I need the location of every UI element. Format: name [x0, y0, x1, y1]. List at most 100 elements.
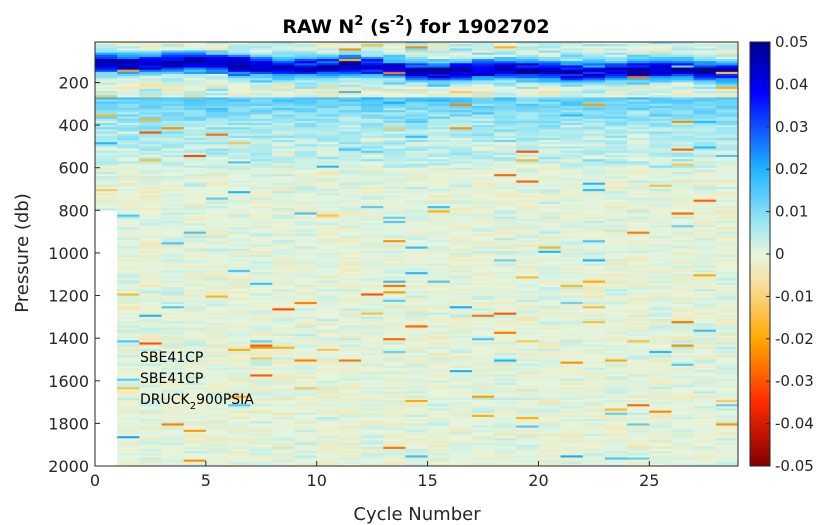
heat-cell: [183, 110, 207, 113]
heat-cell: [516, 263, 539, 267]
heat-cell: [494, 255, 517, 258]
heat-cell: [538, 99, 562, 103]
heat-cell: [471, 112, 495, 115]
heat-cell: [604, 255, 628, 258]
heat-cell: [582, 451, 606, 454]
heat-cell: [582, 370, 606, 373]
heat-cell: [516, 438, 539, 441]
heat-cell: [538, 195, 562, 198]
heat-cell: [471, 267, 495, 271]
heat-cell: [117, 442, 140, 446]
heat-cell: [604, 99, 628, 103]
heat-cell: [405, 157, 428, 160]
heat-cell: [250, 304, 273, 307]
heat-cell: [383, 329, 406, 333]
heat-cell: [494, 374, 517, 377]
heat-cell: [383, 201, 406, 205]
heat-cell: [139, 73, 162, 77]
heat-cell: [139, 91, 162, 94]
heat-cell: [117, 122, 140, 126]
heat-cell: [272, 457, 295, 461]
heat-cell: [471, 235, 495, 239]
heat-cell: [405, 233, 428, 237]
heat-cell: [560, 71, 584, 75]
heat-cell: [427, 359, 451, 362]
heat-cell: [516, 310, 539, 313]
heat-cell: [516, 323, 539, 326]
heat-cell: [272, 438, 295, 441]
heat-cell: [139, 259, 162, 262]
heat-cell: [294, 444, 318, 448]
heat-cell: [383, 423, 406, 426]
heat-cell: [294, 446, 318, 450]
heat-cell: [649, 95, 672, 98]
heat-cell: [516, 137, 539, 141]
heat-cell: [316, 340, 340, 343]
heat-cell: [427, 336, 451, 339]
heat-cell: [494, 263, 517, 267]
heat-cell: [383, 463, 406, 467]
heat-cell: [316, 314, 340, 318]
heat-cell: [516, 125, 539, 128]
heat-cell: [383, 374, 406, 377]
heat-cell: [471, 461, 495, 465]
heat-cell: [338, 116, 362, 120]
heat-cell: [449, 250, 473, 254]
heat-cell: [649, 218, 672, 222]
heat-cell: [582, 393, 606, 397]
heat-cell: [272, 191, 295, 194]
heat-cell: [205, 419, 229, 422]
heat-cell: [427, 340, 451, 343]
heat-cell: [582, 61, 606, 64]
heat-cell: [383, 101, 406, 105]
heat-cell: [338, 329, 362, 333]
heat-cell: [117, 97, 140, 100]
heat-cell: [427, 167, 451, 171]
heat-cell: [560, 412, 584, 416]
heat-cell: [338, 252, 362, 256]
heat-cell: [427, 201, 451, 205]
heat-cell: [649, 129, 672, 132]
heat-cell: [471, 131, 495, 135]
heat-cell: [427, 265, 451, 269]
heat-cell: [205, 116, 229, 120]
heat-cell: [139, 257, 162, 260]
heat-cell: [627, 110, 650, 113]
heat-cell: [427, 378, 451, 382]
heat-cell: [494, 265, 517, 269]
heat-cell: [383, 289, 406, 292]
heat-cell: [471, 184, 495, 188]
heat-cell: [183, 199, 207, 203]
heat-cell: [316, 263, 340, 267]
heat-cell: [582, 88, 606, 92]
heat-cell: [582, 376, 606, 380]
heat-cell: [361, 71, 384, 75]
heat-cell: [604, 182, 628, 186]
heat-cell: [582, 76, 606, 79]
heat-cell: [383, 65, 406, 68]
heat-cell: [627, 365, 650, 369]
heat-cell: [316, 59, 340, 62]
heat-cell: [316, 125, 340, 128]
heat-cell: [250, 169, 273, 173]
heat-cell: [649, 229, 672, 233]
heat-cell: [516, 434, 539, 437]
heat-cell: [338, 444, 362, 448]
heat-cell: [383, 63, 406, 66]
heat-cell: [649, 199, 672, 203]
heat-cell: [338, 423, 362, 426]
heat-cell: [228, 387, 251, 390]
heat-cell: [272, 225, 295, 228]
heat-cell: [183, 410, 207, 414]
heat-cell: [228, 69, 251, 73]
heat-cell: [294, 176, 318, 179]
heat-cell: [604, 340, 628, 343]
heat-cell: [272, 91, 295, 94]
heat-cell: [538, 316, 562, 320]
heat-cell: [405, 321, 428, 324]
heat-cell: [272, 165, 295, 169]
heat-cell: [316, 410, 340, 414]
heat-cell: [560, 293, 584, 296]
heat-cell: [582, 152, 606, 156]
heat-cell: [582, 240, 606, 243]
